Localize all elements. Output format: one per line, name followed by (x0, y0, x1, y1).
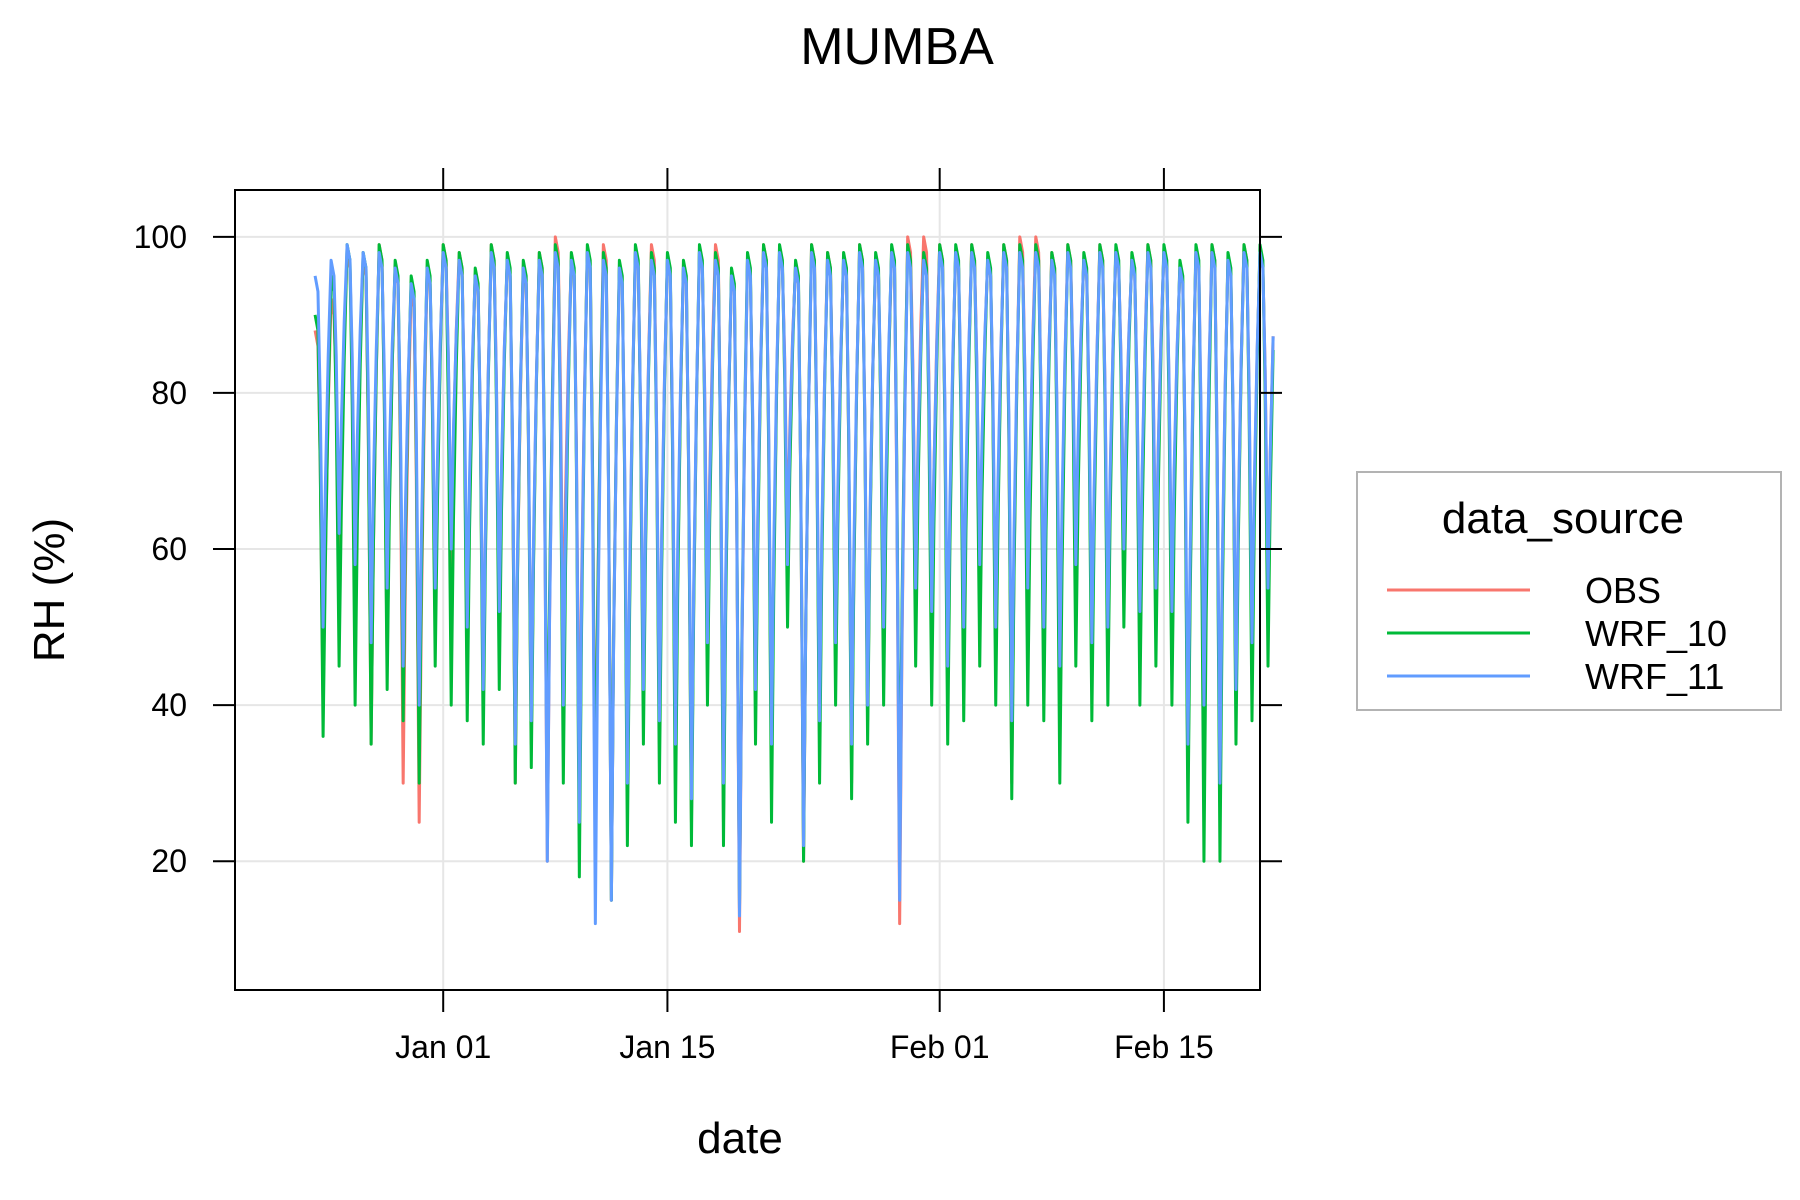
x-tick-label: Feb 01 (890, 1029, 990, 1065)
y-axis-label: RH (%) (25, 518, 74, 662)
y-tick-label: 60 (151, 531, 187, 567)
legend-title: data_source (1442, 494, 1684, 543)
x-tick-label: Jan 01 (395, 1029, 491, 1065)
x-tick-label: Jan 15 (619, 1029, 715, 1065)
legend-label-wrf-10: WRF_10 (1585, 613, 1727, 654)
series-line-wrf-11 (313, 243, 1275, 926)
y-tick-label: 80 (151, 375, 187, 411)
series-lines (313, 235, 1275, 933)
legend-label-obs: OBS (1585, 570, 1661, 611)
y-tick-label: 20 (151, 843, 187, 879)
plot-frame (234, 189, 1261, 991)
axis-tick-labels: Jan 01 Jan 15 Feb 01 Feb 15 20 40 60 80 100 (134, 219, 1214, 1065)
x-axis-label: date (697, 1114, 783, 1163)
x-tick-label: Feb 15 (1114, 1029, 1214, 1065)
legend-label-wrf-11: WRF_11 (1585, 656, 1724, 697)
axis-ticks (213, 168, 1282, 1012)
y-tick-label: 40 (151, 687, 187, 723)
chart-title: MUMBA (800, 18, 994, 76)
y-tick-label: 100 (134, 219, 187, 255)
